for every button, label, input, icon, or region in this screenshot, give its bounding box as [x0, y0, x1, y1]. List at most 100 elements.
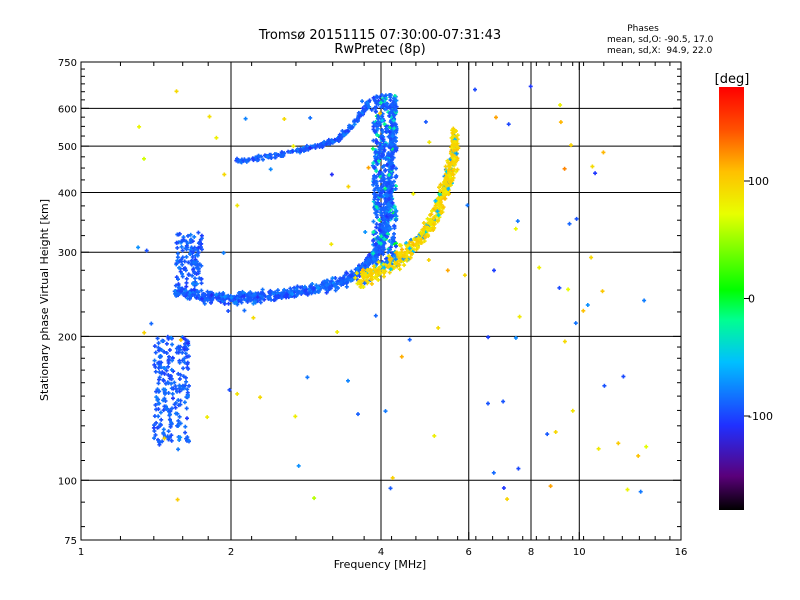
data-point — [322, 142, 327, 145]
data-point — [375, 163, 380, 165]
data-point — [370, 261, 375, 264]
data-point — [181, 238, 186, 241]
data-point — [189, 289, 194, 292]
data-point — [401, 260, 406, 262]
data-point — [262, 298, 267, 301]
data-point — [275, 289, 280, 291]
data-point — [380, 119, 385, 122]
data-point — [217, 296, 221, 298]
data-point — [153, 370, 158, 373]
data-point — [388, 155, 393, 157]
data-point — [166, 366, 171, 368]
data-point — [393, 188, 398, 190]
data-point — [386, 187, 391, 189]
data-point — [386, 156, 391, 159]
data-point — [378, 251, 383, 253]
data-point — [185, 417, 189, 420]
data-point — [374, 122, 379, 125]
data-point — [388, 121, 393, 123]
data-point — [161, 428, 166, 431]
data-point — [184, 256, 189, 258]
data-point — [373, 123, 377, 126]
data-point — [375, 117, 380, 120]
data-point — [371, 125, 376, 128]
data-point — [176, 420, 181, 422]
data-point — [379, 214, 384, 216]
data-point — [313, 147, 318, 149]
data-point — [199, 289, 204, 292]
data-point — [195, 253, 199, 256]
data-point — [356, 117, 361, 119]
data-point — [375, 153, 380, 155]
data-point — [193, 281, 198, 283]
data-point — [167, 418, 172, 421]
data-point — [380, 229, 384, 232]
data-point — [170, 357, 175, 360]
data-point — [383, 144, 388, 146]
data-point — [246, 292, 251, 295]
data-point — [340, 130, 345, 132]
data-point — [167, 356, 171, 358]
data-point — [391, 97, 396, 100]
data-point — [381, 248, 386, 251]
data-point — [387, 166, 392, 168]
data-point — [383, 105, 388, 107]
data-point — [386, 145, 391, 148]
data-point — [384, 194, 388, 196]
data-point — [222, 303, 227, 305]
data-point — [370, 164, 375, 167]
data-point — [180, 273, 185, 275]
data-point — [158, 441, 162, 443]
data-point — [387, 215, 392, 218]
data-point — [389, 158, 394, 161]
data-point — [390, 236, 395, 239]
data-point — [151, 427, 156, 429]
data-point — [184, 396, 189, 398]
data-point — [416, 240, 421, 243]
data-point — [221, 298, 226, 301]
data-point — [175, 247, 180, 249]
data-point — [308, 147, 313, 149]
data-point — [336, 140, 341, 142]
data-points — [136, 84, 649, 502]
data-point — [156, 382, 161, 385]
data-point — [421, 222, 426, 224]
data-point — [179, 258, 184, 261]
data-point — [380, 100, 385, 102]
data-point — [180, 256, 185, 259]
data-point — [172, 403, 177, 406]
data-point — [169, 382, 174, 385]
data-point — [390, 112, 395, 115]
data-point — [153, 434, 158, 436]
data-point — [307, 291, 312, 293]
data-point — [394, 105, 399, 108]
data-point — [393, 109, 398, 112]
data-point — [216, 298, 221, 301]
data-point — [188, 241, 193, 243]
data-point — [338, 277, 343, 280]
data-point — [156, 415, 161, 418]
data-point — [253, 156, 258, 159]
data-point — [329, 280, 334, 283]
data-point — [346, 278, 351, 281]
data-point — [374, 206, 379, 208]
data-point — [162, 351, 167, 353]
data-point — [202, 302, 207, 305]
data-point — [165, 435, 170, 438]
data-point — [174, 242, 179, 244]
data-point — [377, 219, 382, 221]
data-point — [199, 234, 204, 237]
data-point — [380, 166, 385, 168]
data-point — [345, 277, 350, 280]
data-point — [174, 295, 179, 297]
data-point — [391, 239, 396, 241]
data-point — [454, 170, 459, 173]
data-point — [369, 258, 373, 261]
data-point — [407, 241, 412, 243]
data-point — [375, 254, 380, 256]
data-point — [208, 291, 213, 294]
data-point — [184, 339, 189, 342]
data-point — [177, 361, 182, 364]
data-point — [389, 165, 394, 168]
data-point — [166, 430, 171, 432]
